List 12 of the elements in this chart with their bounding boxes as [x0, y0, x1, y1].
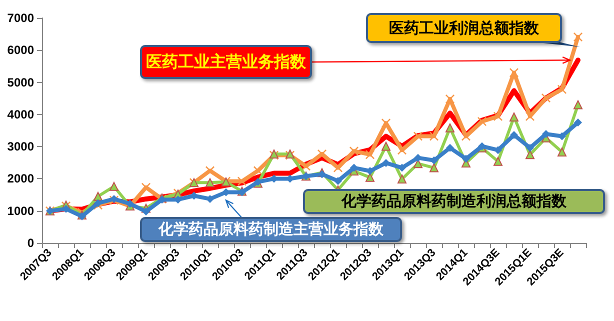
- label-box: 医药工业利润总额指数: [366, 13, 562, 43]
- y-tick-label: 5000: [7, 75, 34, 90]
- label-box: 医药工业主营业务指数: [140, 45, 312, 79]
- y-tick-label: 7000: [7, 11, 34, 25]
- y-tick-label: 1000: [7, 204, 34, 218]
- y-tick-label: 0: [27, 236, 34, 250]
- y-tick-label: 6000: [7, 43, 34, 58]
- label-box: 化学药品原料药制造主营业务指数: [140, 217, 402, 242]
- y-tick-label: 2000: [7, 172, 34, 186]
- y-tick-label: 4000: [7, 107, 34, 122]
- y-tick-label: 3000: [7, 140, 34, 154]
- label-box: 化学药品原料药制造利润总额指数: [303, 189, 605, 214]
